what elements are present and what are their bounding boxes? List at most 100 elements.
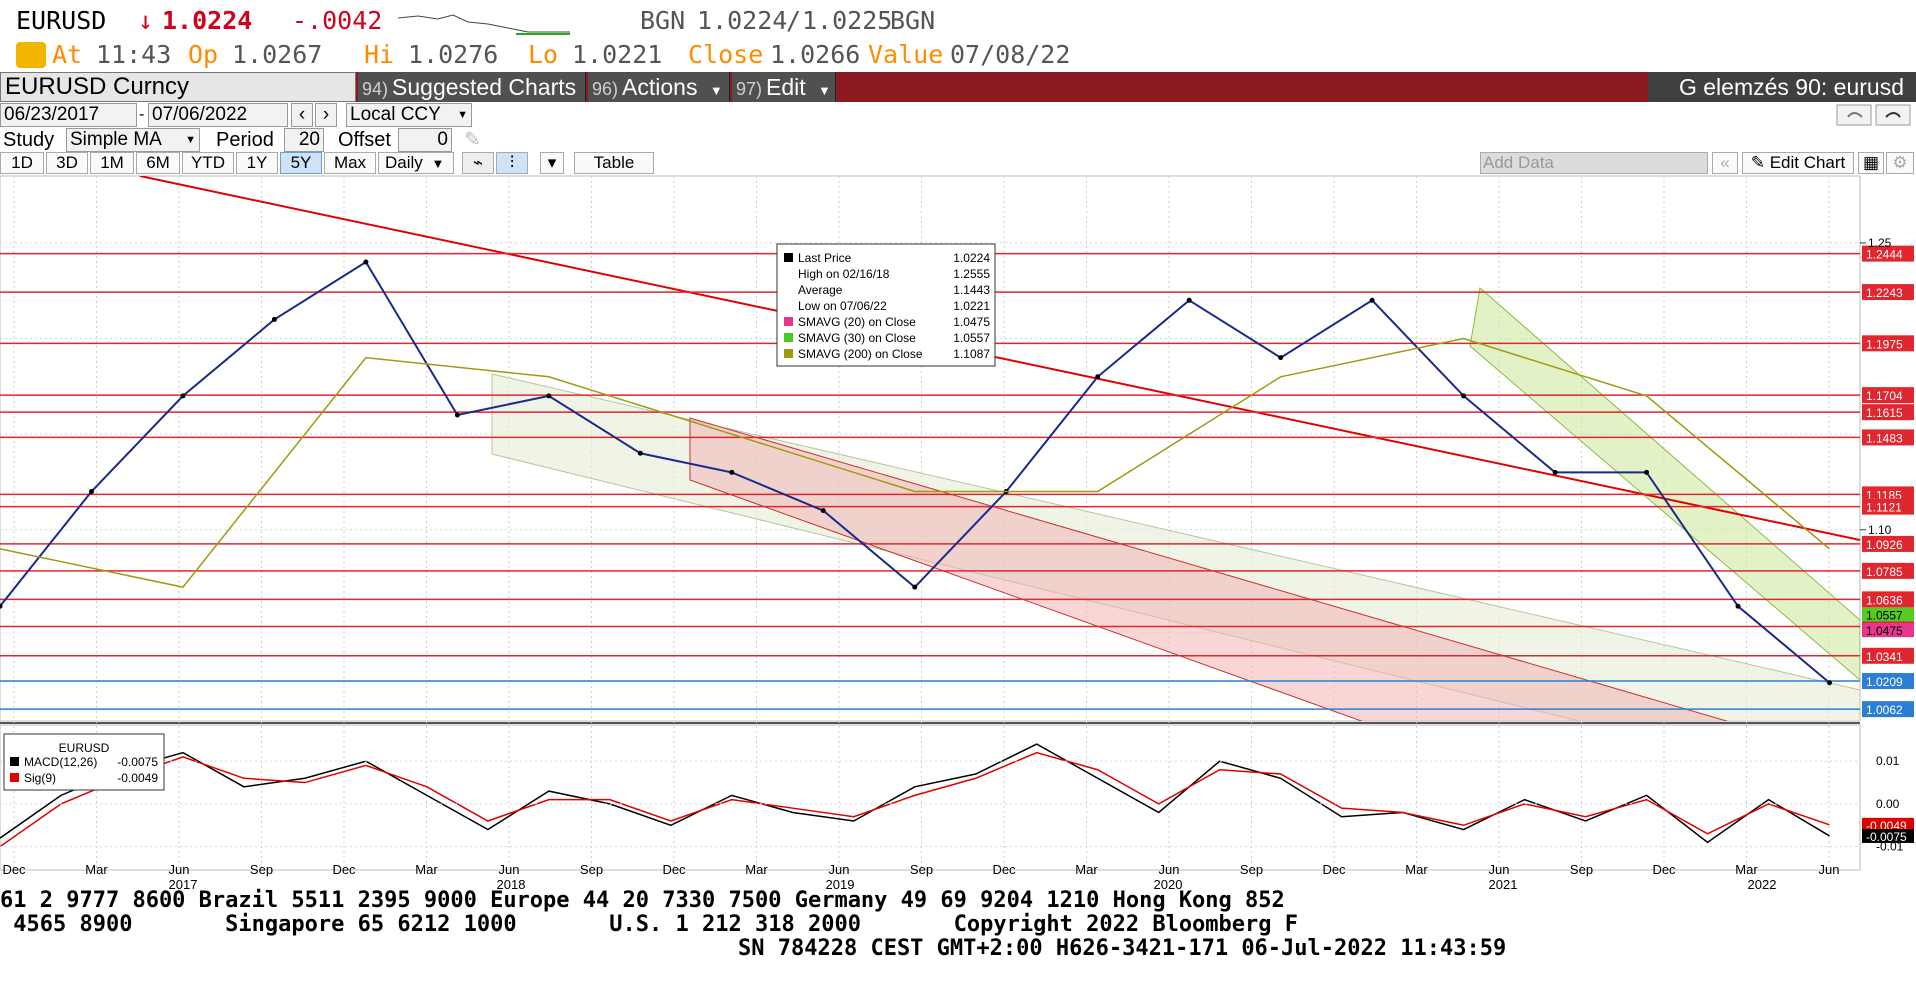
chart-type-caret-icon[interactable]: ▾ — [540, 152, 564, 174]
smavg-200-line — [0, 337, 1830, 588]
legend-row-value: 1.2555 — [953, 267, 990, 281]
x-month-label: Mar — [1735, 862, 1758, 877]
tab-ytd[interactable]: YTD — [182, 152, 234, 174]
legend-row-value: 1.0557 — [953, 331, 990, 345]
macd-axis: 0.01 0.00 -0.01 -0.0049 -0.0075 — [0, 754, 1914, 854]
frequency-select[interactable]: Daily ▼ — [378, 152, 454, 174]
price-point — [1186, 297, 1192, 303]
close-label: Close — [688, 40, 764, 69]
legend-row-value: 1.0221 — [953, 299, 990, 313]
price-point — [1644, 469, 1650, 475]
footer-contacts-line2: 4565 8900 Singapore 65 6212 1000 U.S. 1 … — [0, 912, 1299, 937]
price-point — [820, 508, 826, 514]
actions-caret-icon: ▼ — [709, 83, 723, 98]
legend-swatch — [784, 349, 793, 358]
tab-3d[interactable]: 3D — [46, 152, 88, 174]
high-price: 1.0276 — [408, 40, 499, 69]
edit-menu-button[interactable]: 97) Edit ▼ — [732, 72, 836, 102]
x-year-label: 2017 — [169, 877, 198, 892]
period-label: Period — [216, 129, 274, 151]
next-period-button[interactable]: › — [315, 103, 337, 127]
signal-line — [0, 751, 1830, 848]
x-month-label: Jun — [169, 862, 190, 877]
x-month-label: Jun — [829, 862, 850, 877]
tab-max[interactable]: Max — [324, 152, 376, 174]
quote-details: At 11:43 Op 1.0267 Hi 1.0276 Lo 1.0221 C… — [0, 40, 1916, 72]
tab-1d[interactable]: 1D — [0, 152, 44, 174]
price-point — [1461, 393, 1467, 399]
legend-row-label: Average — [798, 283, 843, 297]
edit-label: Edit — [766, 74, 806, 100]
macd-tick-label: 0.01 — [1876, 754, 1900, 768]
x-month-label: Dec — [2, 862, 26, 877]
x-month-label: Mar — [745, 862, 768, 877]
y-axis-ticks: 1.25 1.10 — [1860, 236, 1892, 537]
macd-tick-label: 0.00 — [1876, 797, 1900, 811]
level-tag — [1862, 284, 1914, 301]
macd-legend-swatch — [10, 757, 19, 766]
price-point — [1552, 469, 1558, 475]
currency-caret-icon: ▼ — [457, 109, 468, 121]
security-name[interactable]: EURUSD Curncy — [0, 72, 356, 102]
tab-6m[interactable]: 6M — [136, 152, 180, 174]
level-tag-label: 1.0209 — [1866, 675, 1903, 689]
end-date-field[interactable]: 07/06/2022 — [148, 103, 288, 127]
tab-1m[interactable]: 1M — [90, 152, 134, 174]
value-date: 07/08/22 — [950, 40, 1071, 69]
price-series — [0, 259, 1833, 686]
actions-menu-button[interactable]: 96) Actions ▼ — [588, 72, 730, 102]
edit-number: 97) — [736, 79, 763, 99]
macd-legend-value: -0.0049 — [117, 771, 158, 785]
study-caret-icon: ▼ — [185, 134, 196, 146]
x-month-label: Jun — [499, 862, 520, 877]
x-month-label: Dec — [332, 862, 356, 877]
start-date-field[interactable]: 06/23/2017 — [0, 103, 137, 127]
x-month-label: Mar — [415, 862, 438, 877]
x-year-label: 2021 — [1489, 877, 1518, 892]
level-tag — [1862, 647, 1914, 664]
study-tag — [1862, 623, 1914, 638]
level-tag — [1862, 701, 1914, 718]
prev-period-button[interactable]: ‹ — [291, 103, 313, 127]
tab-1y[interactable]: 1Y — [236, 152, 278, 174]
collapse-icon[interactable]: « — [1712, 152, 1738, 174]
frequency-caret-icon: ▼ — [431, 156, 445, 171]
open-price: 1.0267 — [232, 40, 323, 69]
price-point — [88, 489, 94, 495]
undo-icon[interactable] — [1836, 104, 1872, 126]
down-arrow-icon: ↓ — [138, 6, 154, 35]
level-tag-label: 1.2243 — [1866, 286, 1903, 300]
level-tag-label: 1.1121 — [1866, 501, 1902, 515]
currency-select[interactable]: Local CCY ▼ — [346, 103, 472, 127]
study-select[interactable]: Simple MA ▼ — [66, 128, 200, 152]
x-month-label: Dec — [992, 862, 1016, 877]
tab-5y[interactable]: 5Y — [280, 152, 322, 174]
candle-chart-icon[interactable]: ⫶ — [496, 152, 528, 174]
period-input[interactable]: 20 — [284, 128, 324, 152]
study-tag — [1862, 607, 1914, 622]
x-month-label: Jun — [1489, 862, 1510, 877]
undo-redo-group — [1836, 104, 1911, 126]
macd-legend-swatch — [10, 773, 19, 782]
line-chart-icon[interactable]: ⌁ — [462, 152, 494, 174]
footer-contacts-line1: 61 2 9777 8600 Brazil 5511 2395 9000 Eur… — [0, 888, 1285, 913]
x-month-label: Jun — [1819, 862, 1840, 877]
table-button[interactable]: Table — [574, 152, 654, 174]
offset-input[interactable]: 0 — [398, 128, 452, 152]
macd-panel — [0, 724, 1861, 871]
x-month-label: Dec — [1652, 862, 1676, 877]
add-data-input[interactable]: Add Data — [1480, 152, 1708, 174]
redo-icon[interactable] — [1875, 104, 1911, 126]
suggested-charts-button[interactable]: 94) Suggested Charts — [358, 72, 586, 102]
pencil-icon[interactable]: ✎ — [464, 129, 481, 151]
x-month-label: Dec — [1322, 862, 1346, 877]
edit-chart-pencil-icon: ✎ — [1750, 153, 1765, 172]
study-tag-label: 1.0475 — [1866, 624, 1903, 638]
level-tag-label: 1.2444 — [1866, 248, 1903, 262]
gear-icon[interactable]: ⚙ — [1886, 152, 1914, 174]
workspace-title: G elemzés 90: eurusd — [1648, 72, 1916, 102]
edit-chart-button[interactable]: ✎ Edit Chart — [1742, 152, 1854, 174]
study-label: Study — [3, 129, 55, 151]
chart-settings-icon[interactable]: ▦ — [1858, 152, 1884, 174]
